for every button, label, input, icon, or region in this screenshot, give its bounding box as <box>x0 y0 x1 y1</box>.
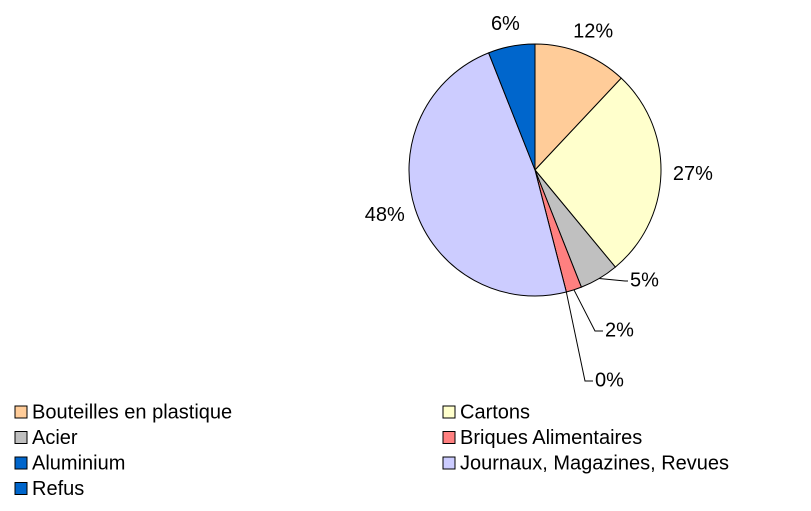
legend-label: Cartons <box>460 401 530 423</box>
pie-slice <box>487 43 536 171</box>
legend-swatch <box>14 431 28 444</box>
legend-swatch <box>442 456 456 470</box>
data-label: 6% <box>491 13 520 35</box>
leader-line <box>573 289 603 332</box>
data-label: 48% <box>365 204 405 226</box>
leader-line <box>599 277 628 282</box>
pie-slice <box>534 77 662 268</box>
legend-swatch <box>14 482 28 495</box>
legend-swatch <box>442 405 456 419</box>
legend-swatch <box>14 405 28 419</box>
data-label: 0% <box>595 369 624 391</box>
pie-slice <box>534 43 622 172</box>
legend-label: Aluminium <box>32 452 125 474</box>
legend-label: Refus <box>32 478 84 500</box>
legend-label: Journaux, Magazines, Revues <box>460 452 729 474</box>
data-label: 12% <box>573 21 613 43</box>
pie-slice <box>408 52 567 297</box>
legend-label: Bouteilles en plastique <box>32 401 232 423</box>
leader-line <box>565 291 593 382</box>
data-label: 27% <box>673 163 713 185</box>
legend-swatch <box>442 431 456 444</box>
legend-swatch <box>14 456 28 470</box>
data-label: 5% <box>630 269 659 291</box>
legend-label: Briques Alimentaires <box>460 427 642 449</box>
data-label: 2% <box>605 319 634 341</box>
legend-label: Acier <box>32 427 78 449</box>
